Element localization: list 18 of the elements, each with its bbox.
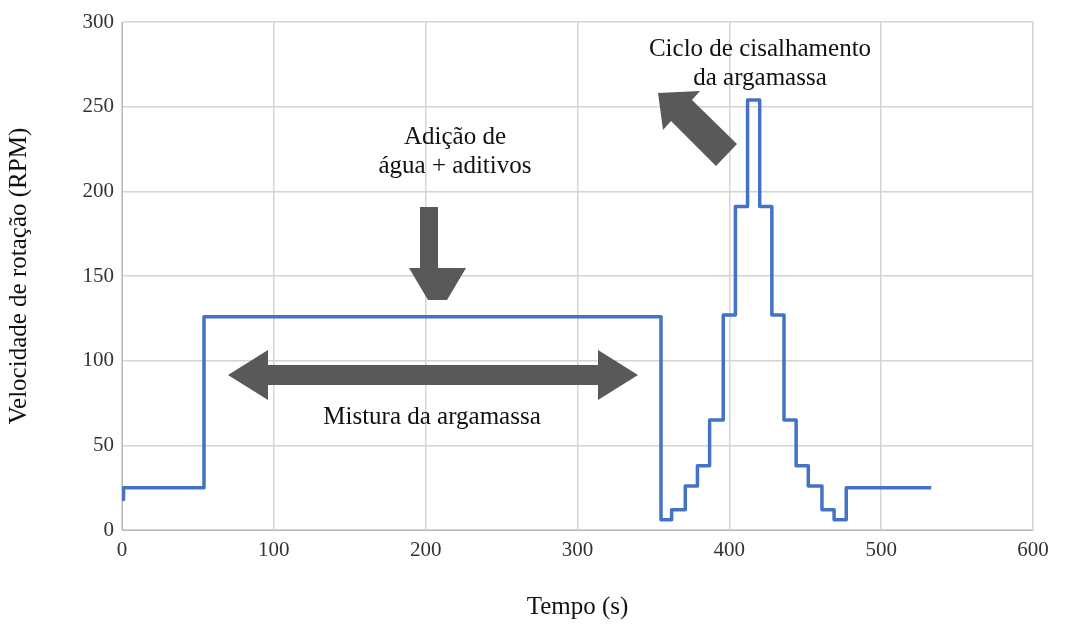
y-axis-title: Velocidade de rotação (RPM) xyxy=(3,127,32,425)
y-tick-label: 300 xyxy=(82,8,114,33)
y-tick-label: 100 xyxy=(82,347,114,372)
x-tick-label: 100 xyxy=(258,537,290,562)
y-tick-label: 250 xyxy=(82,93,114,118)
x-tick-label: 600 xyxy=(1017,537,1049,562)
annotation: Mistura da argamassa xyxy=(323,400,541,430)
y-tick-label: 200 xyxy=(82,177,114,202)
x-tick-label: 200 xyxy=(409,537,442,562)
y-tick-label: 150 xyxy=(82,262,114,287)
annotation: Adição de água + aditivos xyxy=(378,121,532,179)
x-tick-label: 400 xyxy=(713,537,746,562)
annotation: Ciclo de cisalhamento da argamassa xyxy=(648,33,872,91)
x-tick-label: 300 xyxy=(561,537,594,562)
y-tick-label: 0 xyxy=(103,516,114,541)
x-axis-title: Tempo (s) xyxy=(526,591,629,620)
y-tick-label: 50 xyxy=(93,431,114,456)
x-tick-label: 500 xyxy=(865,537,897,562)
